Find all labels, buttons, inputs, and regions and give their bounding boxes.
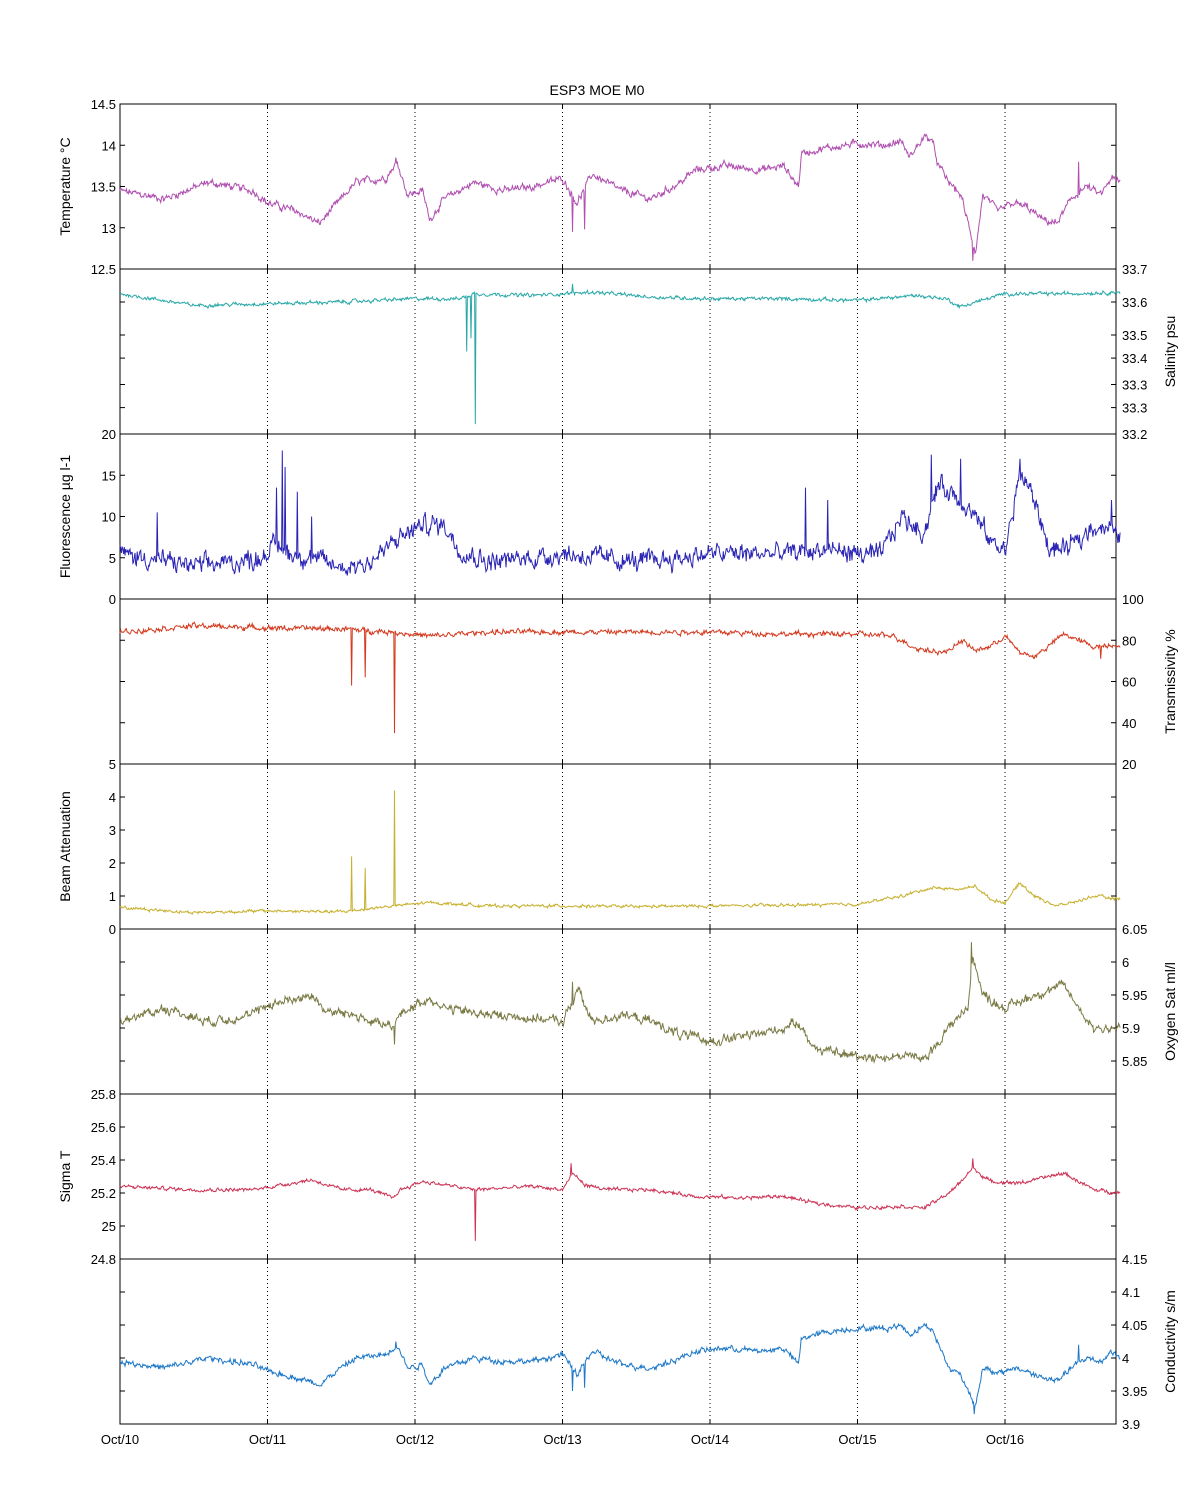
panel-conductivity: 3.9 3.95 4 4.05 4.1 4.15 Conductivity s/m <box>119 1252 1178 1432</box>
y-tick-label: 5 <box>109 551 116 566</box>
y-tick-label: 14.5 <box>91 97 116 112</box>
y-tick-label: 33.5 <box>1122 328 1147 343</box>
series-line-transmissivity <box>119 621 1121 734</box>
y-tick-label: 3.95 <box>1122 1384 1147 1399</box>
y-tick-label: 4.15 <box>1122 1252 1147 1267</box>
panel-frame <box>119 1093 1117 1260</box>
panel-beam_attenuation: 0 1 2 3 4 5 Beam Attenuation <box>57 757 1121 937</box>
panel-temperature: 12.5 13 13.5 14 14.5 Temperature °C <box>57 97 1121 277</box>
y-axis-title-sigma_t: Sigma T <box>57 1150 73 1202</box>
y-tick-label: 20 <box>102 427 116 442</box>
y-axis-title-oxygen_sat: Oxygen Sat ml/l <box>1162 962 1178 1061</box>
y-tick-label: 25.6 <box>91 1120 116 1135</box>
y-tick-label: 60 <box>1122 675 1136 690</box>
y-tick-label: 25 <box>102 1219 116 1234</box>
y-tick-label: 5 <box>109 757 116 772</box>
panel-transmissivity: 20 40 60 80 100 Transmissivity % <box>119 592 1178 772</box>
y-tick-label: 3 <box>109 823 116 838</box>
y-tick-label: 100 <box>1122 592 1144 607</box>
chart-title: ESP3 MOE M0 <box>550 82 645 98</box>
y-tick-label: 4 <box>109 790 116 805</box>
panel-oxygen_sat: 5.85 5.9 5.95 6 6.05 Oxygen Sat ml/l <box>119 922 1178 1095</box>
series-line-fluorescence <box>119 450 1121 576</box>
x-tick-label: Oct/15 <box>838 1432 876 1447</box>
x-tick-label: Oct/11 <box>249 1432 286 1447</box>
series-line-conductivity <box>119 1322 1121 1415</box>
x-tick-label: Oct/14 <box>691 1432 729 1447</box>
y-tick-label: 33.3 <box>1122 401 1147 416</box>
y-tick-label: 5.9 <box>1122 1021 1140 1036</box>
y-axis-title-beam_attenuation: Beam Attenuation <box>57 791 73 902</box>
y-tick-label: 0 <box>109 592 116 607</box>
panel-frame <box>119 928 1117 1095</box>
y-axis-title-salinity: Salinity psu <box>1162 316 1178 388</box>
y-tick-label: 20 <box>1122 757 1136 772</box>
x-tick-label: Oct/16 <box>986 1432 1024 1447</box>
y-tick-label: 0 <box>109 922 116 937</box>
y-tick-label: 14 <box>102 138 116 153</box>
y-tick-label: 4.1 <box>1122 1285 1140 1300</box>
y-tick-label: 2 <box>109 856 116 871</box>
panel-frame <box>119 763 1117 930</box>
panel-sigma_t: 24.8 25 25.2 25.4 25.6 25.8 Sigma T <box>57 1087 1121 1267</box>
y-tick-label: 12.5 <box>91 262 116 277</box>
y-tick-label: 5.85 <box>1122 1054 1147 1069</box>
y-tick-label: 24.8 <box>91 1252 116 1267</box>
y-tick-label: 6 <box>1122 955 1129 970</box>
y-tick-label: 25.2 <box>91 1186 116 1201</box>
panel-frame <box>119 598 1117 765</box>
panel-fluorescence: 0 5 10 15 20 Fluorescence µg l-1 <box>57 427 1121 607</box>
y-tick-label: 25.8 <box>91 1087 116 1102</box>
y-axis-title-transmissivity: Transmissivity % <box>1162 629 1178 734</box>
series-line-salinity <box>119 283 1121 425</box>
series-line-sigma_t <box>119 1158 1121 1241</box>
panel-frame <box>119 1258 1117 1425</box>
x-tick-label: Oct/13 <box>543 1432 581 1447</box>
y-tick-label: 5.95 <box>1122 988 1147 1003</box>
y-tick-label: 80 <box>1122 633 1136 648</box>
y-tick-label: 40 <box>1122 716 1136 731</box>
x-tick-label: Oct/10 <box>101 1432 139 1447</box>
y-tick-label: 33.4 <box>1122 351 1147 366</box>
y-axis-title-fluorescence: Fluorescence µg l-1 <box>57 455 73 578</box>
y-tick-label: 13 <box>102 221 116 236</box>
y-tick-label: 6.05 <box>1122 922 1147 937</box>
y-axis-title-conductivity: Conductivity s/m <box>1162 1290 1178 1393</box>
y-tick-label: 13.5 <box>91 180 116 195</box>
panel-salinity: 33.2 33.3 33.3 33.4 33.5 33.6 33.7 Salinity psu <box>119 262 1178 442</box>
y-tick-label: 15 <box>102 468 116 483</box>
x-tick-label: Oct/12 <box>396 1432 434 1447</box>
y-tick-label: 4.05 <box>1122 1318 1147 1333</box>
x-axis-labels: Oct/10 Oct/11 Oct/12 Oct/13 Oct/14 Oct/15 Oct/… <box>101 1432 1024 1447</box>
y-tick-label: 3.9 <box>1122 1417 1140 1432</box>
series-line-oxygen_sat <box>119 942 1121 1064</box>
y-tick-label: 1 <box>109 889 116 904</box>
y-tick-label: 33.3 <box>1122 378 1147 393</box>
y-tick-label: 25.4 <box>91 1153 116 1168</box>
panel-frame <box>119 433 1117 600</box>
series-line-beam_attenuation <box>119 790 1121 916</box>
y-tick-label: 33.7 <box>1122 262 1147 277</box>
series-line-temperature <box>119 133 1121 261</box>
y-tick-label: 33.2 <box>1122 427 1147 442</box>
y-tick-label: 10 <box>102 510 116 525</box>
y-axis-title-temperature: Temperature °C <box>57 137 73 235</box>
y-tick-label: 4 <box>1122 1351 1129 1366</box>
y-tick-label: 33.6 <box>1122 295 1147 310</box>
